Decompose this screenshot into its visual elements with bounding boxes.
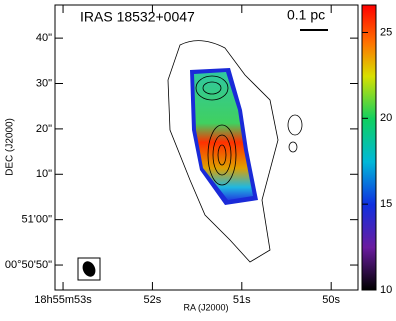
y-tick-label: 30" bbox=[36, 77, 52, 89]
contour bbox=[212, 134, 232, 176]
colorbar-tick-label: 15 bbox=[380, 198, 392, 210]
beam bbox=[82, 261, 96, 277]
y-axis-label: DEC (J2000) bbox=[5, 118, 16, 176]
y-tick-label: 20" bbox=[36, 123, 52, 135]
colorbar-tick-label: 25 bbox=[380, 26, 392, 38]
colorbar-tick-label: 10 bbox=[380, 284, 392, 296]
contour bbox=[287, 114, 303, 136]
x-axis-label: RA (J2000) bbox=[183, 302, 228, 312]
y-tick-label: 10" bbox=[36, 168, 52, 180]
y-tick-label: 51'00" bbox=[22, 214, 53, 226]
contour bbox=[207, 124, 237, 186]
x-tick-label: 52s bbox=[144, 294, 162, 306]
contour bbox=[167, 40, 279, 263]
contour bbox=[288, 141, 298, 153]
x-tick-label: 18h55m53s bbox=[34, 294, 92, 306]
y-tick-label: 40" bbox=[36, 32, 52, 44]
emission-map bbox=[194, 72, 253, 200]
contour bbox=[195, 75, 229, 101]
x-tick-label: 51s bbox=[233, 294, 251, 306]
beam-box bbox=[77, 257, 101, 281]
colorbar-tick-label: 20 bbox=[380, 112, 392, 124]
title: IRAS 18532+0047 bbox=[80, 9, 195, 25]
contour bbox=[217, 144, 227, 166]
x-tick-label: 50s bbox=[322, 294, 340, 306]
contour bbox=[202, 81, 222, 95]
colorbar bbox=[361, 4, 377, 291]
y-tick-label: 00°50'50" bbox=[5, 259, 52, 271]
scale-label: 0.1 pc bbox=[287, 7, 325, 23]
